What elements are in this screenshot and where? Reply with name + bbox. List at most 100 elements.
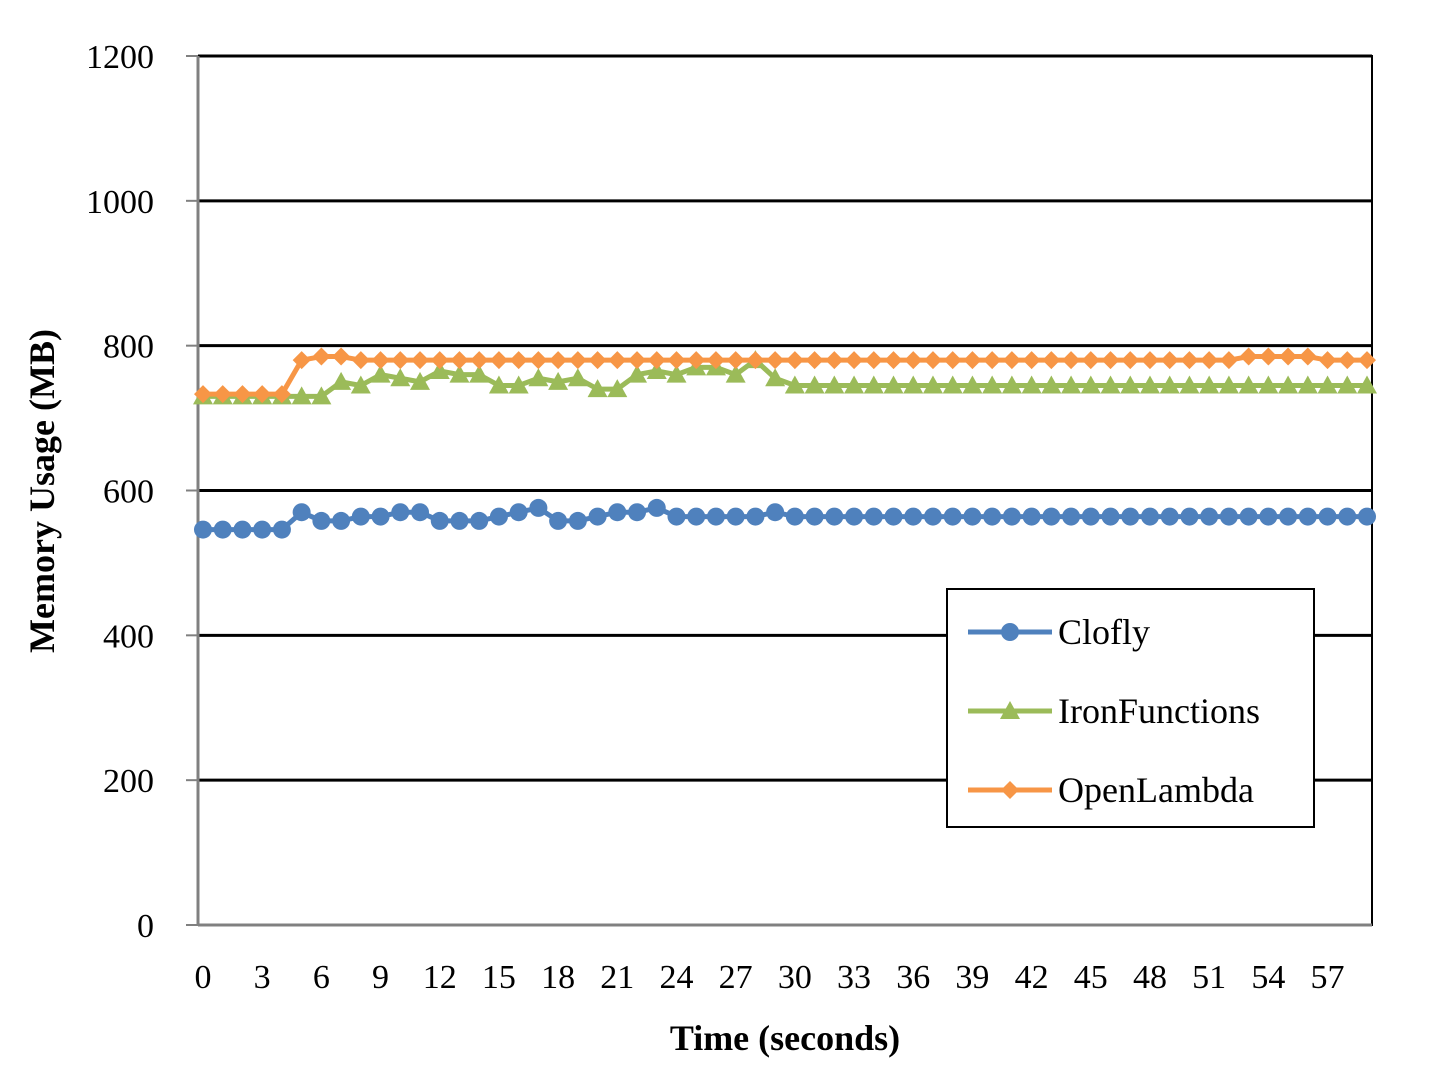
data-point-marker: [1179, 375, 1200, 394]
data-point-marker: [667, 507, 686, 526]
data-point-marker: [1357, 375, 1377, 394]
data-point-marker: [1218, 375, 1239, 394]
data-point-marker: [332, 347, 351, 366]
data-point-marker: [766, 503, 785, 522]
data-point-marker: [194, 520, 212, 539]
data-point-marker: [253, 385, 272, 404]
data-point-marker: [292, 503, 311, 522]
data-point-marker: [1258, 375, 1279, 394]
data-point-marker: [607, 379, 628, 398]
x-tick-label: 18: [541, 959, 575, 996]
data-point-marker: [1081, 351, 1100, 370]
data-point-marker: [489, 507, 508, 526]
data-point-marker: [1061, 375, 1082, 394]
data-point-marker: [253, 520, 272, 539]
series-clofly: [194, 498, 1376, 539]
data-point-marker: [213, 520, 232, 539]
data-point-marker: [312, 347, 331, 366]
data-point-marker: [667, 351, 686, 370]
data-point-marker: [1358, 351, 1376, 370]
series-openlambda: [194, 347, 1376, 404]
data-point-marker: [765, 368, 786, 387]
data-point-marker: [1100, 375, 1121, 394]
data-point-marker: [1317, 375, 1338, 394]
data-point-marker: [1239, 347, 1258, 366]
data-point-marker: [1101, 351, 1120, 370]
data-point-marker: [627, 364, 648, 383]
data-point-marker: [350, 375, 371, 394]
data-point-marker: [470, 351, 489, 370]
y-axis-title: Memory Usage (MB): [22, 329, 62, 653]
data-point-marker: [292, 351, 311, 370]
data-point-marker: [1101, 507, 1120, 526]
data-point-marker: [1238, 375, 1259, 394]
data-point-marker: [1001, 781, 1019, 799]
y-tick-label: 200: [103, 763, 154, 800]
data-point-marker: [1337, 375, 1358, 394]
data-point-marker: [904, 351, 923, 370]
data-point-marker: [1338, 351, 1357, 370]
data-point-marker: [1120, 375, 1141, 394]
data-point-marker: [1001, 375, 1022, 394]
x-tick-label: 30: [778, 959, 812, 996]
data-point-marker: [1022, 507, 1041, 526]
data-point-marker: [488, 375, 509, 394]
data-point-marker: [1002, 351, 1021, 370]
data-point-marker: [430, 511, 449, 530]
data-point-marker: [1121, 507, 1140, 526]
data-point-marker: [213, 385, 232, 404]
x-tick-label: 0: [195, 959, 212, 996]
data-point-marker: [1062, 507, 1081, 526]
data-point-marker: [1200, 507, 1219, 526]
data-point-marker: [923, 507, 942, 526]
data-point-marker: [450, 511, 469, 530]
data-point-marker: [391, 503, 410, 522]
data-point-marker: [1022, 351, 1041, 370]
legend-item-openlambda: OpenLambda: [968, 770, 1254, 810]
data-point-marker: [687, 507, 706, 526]
data-point-marker: [1298, 507, 1317, 526]
data-point-marker: [628, 351, 647, 370]
data-point-marker: [1358, 507, 1376, 526]
data-point-marker: [529, 498, 548, 517]
y-tick-label: 1200: [86, 39, 154, 76]
data-point-marker: [430, 351, 449, 370]
data-point-marker: [272, 385, 291, 404]
data-point-marker: [509, 503, 528, 522]
data-point-marker: [766, 351, 785, 370]
data-point-marker: [588, 351, 607, 370]
data-point-marker: [884, 507, 903, 526]
data-point-marker: [863, 375, 884, 394]
data-point-marker: [587, 379, 608, 398]
data-point-marker: [272, 520, 291, 539]
data-point-marker: [311, 386, 332, 405]
data-point-marker: [825, 351, 844, 370]
data-point-marker: [588, 507, 607, 526]
data-point-marker: [706, 507, 725, 526]
data-point-marker: [233, 385, 252, 404]
legend-item-clofly: Clofly: [968, 612, 1150, 652]
data-point-marker: [548, 371, 569, 390]
data-point-marker: [647, 351, 666, 370]
data-point-marker: [1259, 507, 1278, 526]
data-point-marker: [666, 364, 687, 383]
data-point-marker: [549, 511, 568, 530]
data-point-marker: [805, 507, 824, 526]
data-point-marker: [982, 375, 1003, 394]
data-point-marker: [1021, 375, 1042, 394]
data-point-marker: [825, 507, 844, 526]
data-point-marker: [1279, 507, 1298, 526]
data-point-marker: [568, 351, 587, 370]
data-point-marker: [746, 507, 765, 526]
data-point-marker: [470, 511, 489, 530]
data-point-marker: [923, 351, 942, 370]
x-tick-label: 54: [1251, 959, 1285, 996]
data-point-marker: [784, 375, 805, 394]
data-point-marker: [608, 351, 627, 370]
data-point-marker: [983, 507, 1002, 526]
x-tick-label: 36: [896, 959, 930, 996]
data-point-marker: [785, 351, 804, 370]
x-tick-label: 39: [955, 959, 989, 996]
series-group: [193, 347, 1377, 539]
data-point-marker: [864, 351, 883, 370]
